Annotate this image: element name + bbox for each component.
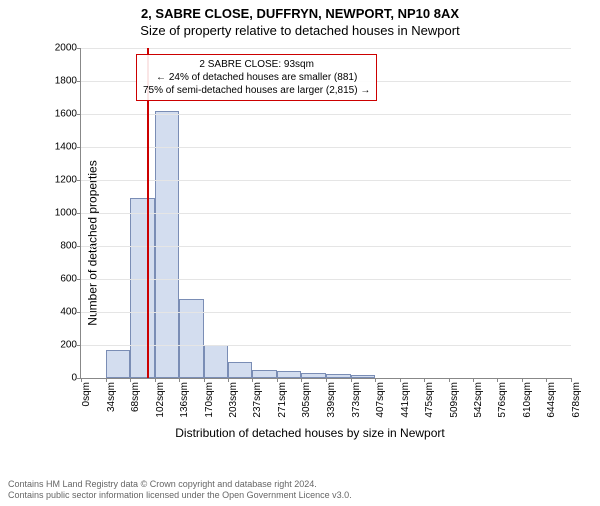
gridline-h [81, 213, 571, 214]
ytick-label: 1400 [55, 142, 77, 153]
histogram-bar [252, 370, 277, 378]
ytick-label: 1800 [55, 76, 77, 87]
xtick-label: 68sqm [130, 382, 141, 412]
annot-line2: ← 24% of detached houses are smaller (88… [143, 71, 370, 84]
xtick-label: 576sqm [497, 382, 508, 418]
gridline-h [81, 114, 571, 115]
xtick-label: 237sqm [252, 382, 263, 418]
ytick-label: 400 [60, 307, 77, 318]
gridline-h [81, 279, 571, 280]
xtick-label: 475sqm [424, 382, 435, 418]
ytick-mark [77, 114, 81, 115]
annot-line1: 2 SABRE CLOSE: 93sqm [143, 58, 370, 71]
ytick-mark [77, 312, 81, 313]
annot-line3: 75% of semi-detached houses are larger (… [143, 84, 370, 97]
ytick-label: 800 [60, 241, 77, 252]
histogram-bar [228, 362, 253, 379]
ytick-label: 1200 [55, 175, 77, 186]
xtick-label: 542sqm [473, 382, 484, 418]
gridline-h [81, 312, 571, 313]
xtick-label: 203sqm [228, 382, 239, 418]
xtick-label: 441sqm [400, 382, 411, 418]
histogram-bar [130, 198, 155, 378]
xtick-label: 339sqm [326, 382, 337, 418]
chart-subtitle: Size of property relative to detached ho… [0, 23, 600, 38]
xtick-label: 610sqm [522, 382, 533, 418]
address-title: 2, SABRE CLOSE, DUFFRYN, NEWPORT, NP10 8… [0, 6, 600, 21]
xtick-label: 678sqm [571, 382, 582, 418]
gridline-h [81, 180, 571, 181]
ytick-mark [77, 147, 81, 148]
xtick-label: 34sqm [106, 382, 117, 412]
histogram-bar [106, 350, 131, 378]
chart-container: Number of detached properties 0200400600… [40, 48, 580, 438]
xtick-label: 170sqm [204, 382, 215, 418]
gridline-h [81, 147, 571, 148]
footer-line1: Contains HM Land Registry data © Crown c… [8, 479, 352, 491]
histogram-bar [351, 375, 376, 378]
annotation-box: 2 SABRE CLOSE: 93sqm ← 24% of detached h… [136, 54, 377, 101]
ytick-mark [77, 246, 81, 247]
histogram-bar [277, 371, 302, 378]
ytick-label: 600 [60, 274, 77, 285]
plot-area: 0200400600800100012001400160018002000 0s… [80, 48, 571, 379]
ytick-mark [77, 48, 81, 49]
xtick-label: 373sqm [351, 382, 362, 418]
xtick-label: 305sqm [301, 382, 312, 418]
histogram-bar [204, 345, 228, 378]
ytick-label: 1000 [55, 208, 77, 219]
histogram-bar [301, 373, 326, 378]
xtick-label: 0sqm [81, 382, 92, 406]
xtick-label: 509sqm [449, 382, 460, 418]
gridline-h [81, 345, 571, 346]
footer-line2: Contains public sector information licen… [8, 490, 352, 502]
histogram-bar [326, 374, 351, 378]
ytick-mark [77, 180, 81, 181]
ytick-mark [77, 279, 81, 280]
ytick-label: 200 [60, 340, 77, 351]
ytick-mark [77, 81, 81, 82]
xtick-label: 407sqm [375, 382, 386, 418]
ytick-label: 2000 [55, 43, 77, 54]
x-axis-label: Distribution of detached houses by size … [40, 426, 580, 440]
gridline-h [81, 48, 571, 49]
footer-attribution: Contains HM Land Registry data © Crown c… [8, 479, 352, 502]
histogram-bar [155, 111, 180, 378]
ytick-mark [77, 213, 81, 214]
xtick-label: 136sqm [179, 382, 190, 418]
xtick-label: 102sqm [155, 382, 166, 418]
ytick-mark [77, 345, 81, 346]
xtick-label: 271sqm [277, 382, 288, 418]
xtick-label: 644sqm [546, 382, 557, 418]
histogram-bar [179, 299, 204, 378]
ytick-label: 1600 [55, 109, 77, 120]
gridline-h [81, 246, 571, 247]
